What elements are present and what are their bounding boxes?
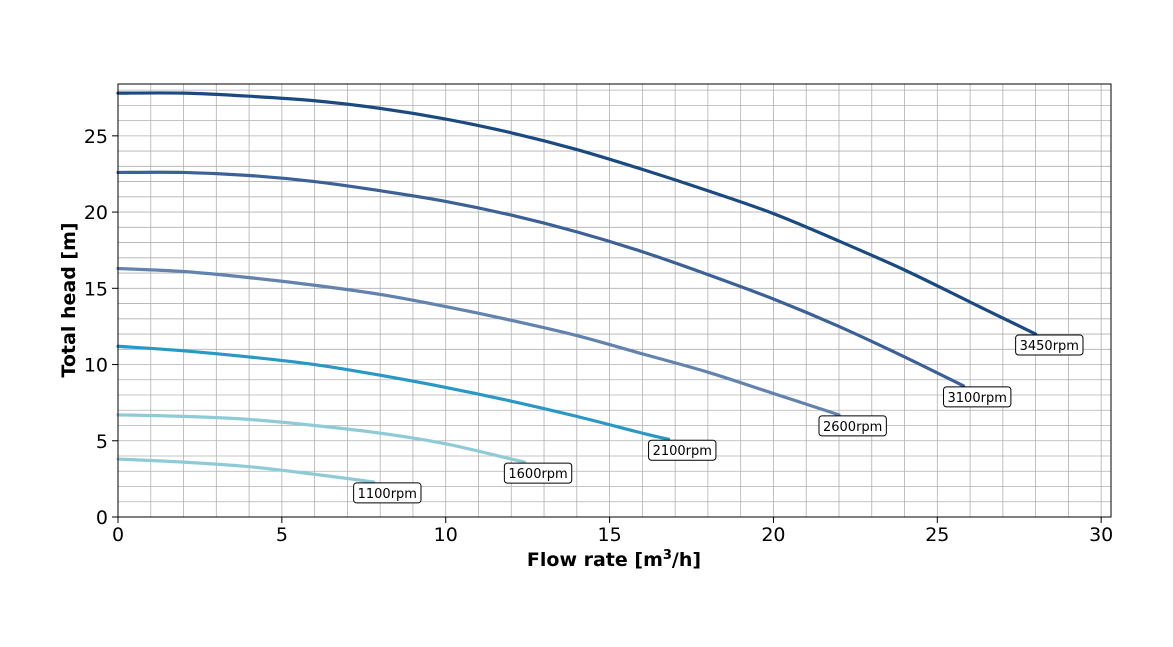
curve-label-box: [353, 482, 422, 504]
y-tick-label: 15: [84, 278, 108, 300]
curve-label-box: [1015, 334, 1084, 356]
curve-label-box: [648, 439, 717, 461]
x-tick-label: 15: [597, 524, 621, 546]
curve-label-2100rpm: 2100rpm: [648, 439, 717, 461]
curve-label-1600rpm: 1600rpm: [503, 462, 573, 484]
series-line-2600rpm: [116, 266, 841, 417]
y-tick-label: 25: [84, 126, 108, 148]
series-line-1100rpm: [116, 457, 376, 484]
grid: [118, 84, 1111, 517]
curve-label-1100rpm: 1100rpm: [353, 482, 422, 504]
curve-label-box: [503, 462, 573, 484]
curve-label-text: 1100rpm: [358, 487, 417, 502]
curve-labels: 3450rpm 3100rpm 2600rpm 2100rpm 1600rpm 1100r…: [353, 334, 1084, 504]
axis-ticks: 0 5 10 15 20 25 30 0 5 10 15 20 25: [84, 126, 1113, 546]
curve-label-text: 2600rpm: [823, 420, 882, 435]
curves: [116, 91, 1038, 484]
curve-label-text: 3450rpm: [1020, 339, 1079, 354]
x-tick-label: 30: [1089, 524, 1113, 546]
x-tick-label: 10: [434, 524, 458, 546]
curve-label-box: [818, 415, 887, 437]
series-line-3450rpm: [116, 91, 1038, 336]
x-tick-label: 0: [112, 524, 124, 546]
curve-label-box: [943, 386, 1012, 408]
plot-frame: [117, 83, 1112, 518]
curve-label-3450rpm: 3450rpm: [1015, 334, 1084, 356]
x-tick-label: 20: [761, 524, 785, 546]
y-tick-label: 5: [96, 431, 108, 453]
curve-label-2600rpm: 2600rpm: [818, 415, 887, 437]
y-tick-label: 20: [84, 202, 108, 224]
x-tick-label: 5: [276, 524, 288, 546]
curve-label-text: 3100rpm: [948, 391, 1007, 406]
series-line-2100rpm: [116, 344, 671, 441]
y-axis-title: Total head [m]: [58, 222, 80, 377]
x-axis-title: Flow rate [m3/h]: [527, 548, 701, 571]
series-line-1600rpm: [116, 413, 526, 464]
curve-label-text: 2100rpm: [653, 444, 712, 459]
curve-label-text: 1600rpm: [508, 467, 567, 482]
curve-label-3100rpm: 3100rpm: [943, 386, 1012, 408]
x-tick-label: 25: [925, 524, 949, 546]
y-tick-label: 10: [84, 355, 108, 377]
y-tick-label: 0: [96, 507, 108, 529]
series-line-3100rpm: [116, 170, 966, 388]
